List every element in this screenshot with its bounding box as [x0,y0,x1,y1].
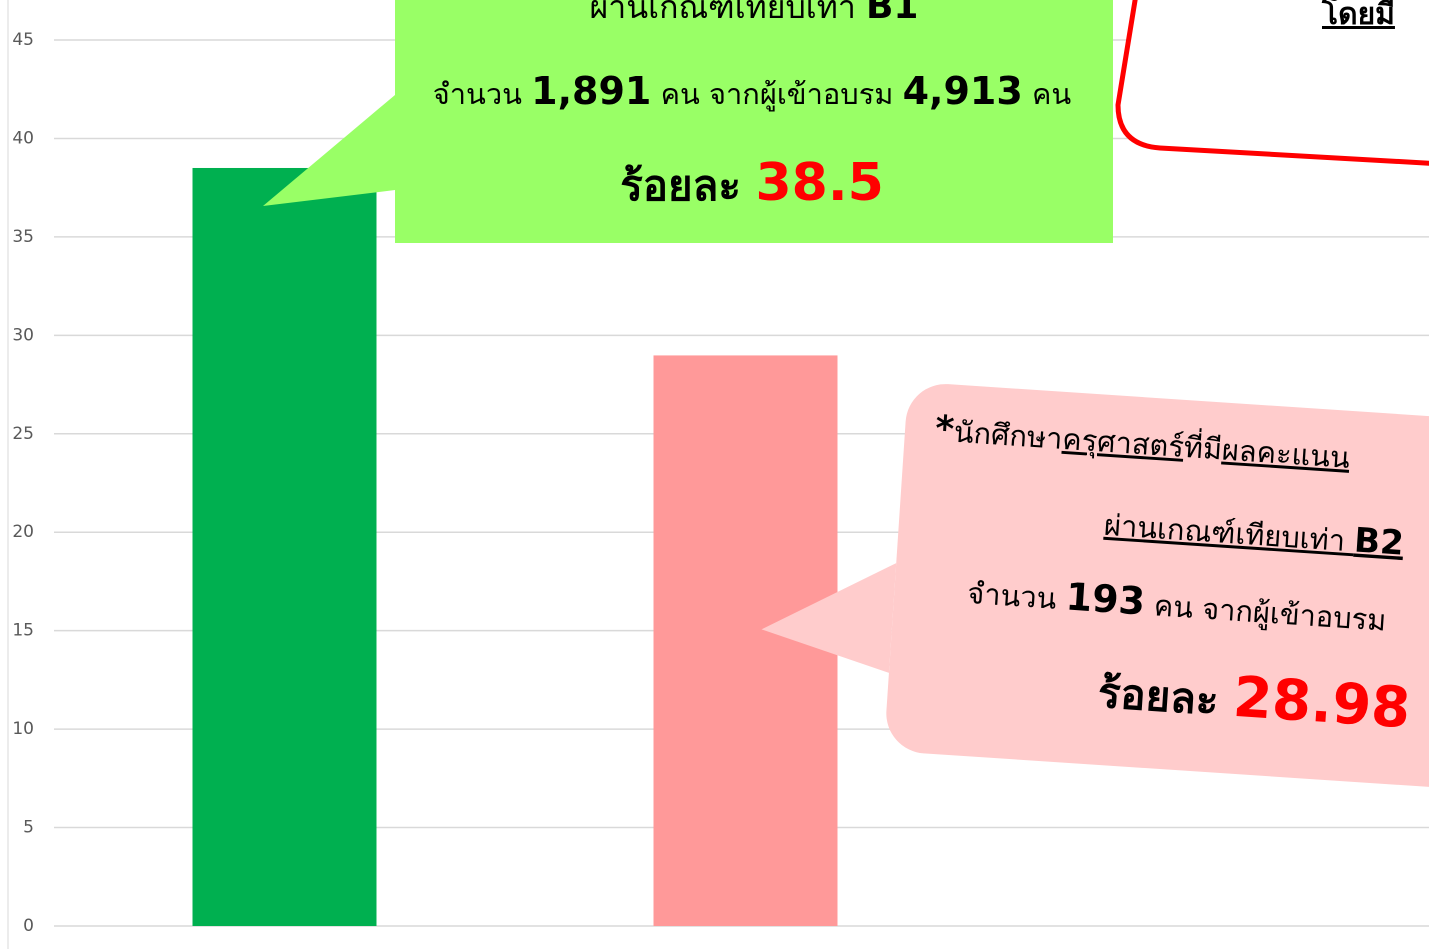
y-tick-label: 40 [12,128,34,148]
y-tick-label: 20 [12,522,34,542]
y-tick-label: 30 [12,325,34,345]
annotation-run: ร้อยละ [620,161,755,210]
annotation-run: ร้อยละ [1096,668,1234,726]
y-tick-label: 0 [23,916,34,936]
callout-pointer [263,95,395,206]
y-tick-label: 5 [23,818,34,838]
annotation-run: นักศึกษา [953,415,1064,456]
pink-callout: *นักศึกษาครุศาสตร์ที่มีผลคะแนน ผ่านเกณฑ์… [761,384,1429,788]
y-tick-label: 15 [12,621,34,641]
green-callout: ผ่านเกณฑ์เทียบเท่า B1 จำนวน 1,891 คน จาก… [263,0,1113,243]
data-label: 28.98 [1231,665,1412,742]
y-tick-label: 25 [12,424,34,444]
data-label: 38.5 [756,153,884,213]
annotation-run: ผ่านเกณฑ์เทียบเท่า [590,0,866,26]
annotation-run: ที่มี [1183,427,1224,466]
callout-box [395,0,1113,243]
annotation-run: คน จากผู้เข้าอบรม [651,77,902,112]
red-callout: โดยมี [1115,0,1429,166]
annotation-run: 1,891 [531,69,651,113]
annotation-run: โดยมี [1321,0,1395,32]
y-tick-label: 35 [12,227,34,247]
annotation-run: คน [1023,77,1072,111]
y-tick-label: 10 [12,719,34,739]
annotation-text: ผ่านเกณฑ์เทียบเท่า B1 [590,0,919,27]
annotation-run: * [934,408,956,450]
annotation-text: จำนวน 1,891 คน จากผู้เข้าอบรม 4,913 คน [433,69,1072,113]
annotation-text: โดยมี [1321,0,1395,32]
annotation-run: จำนวน [433,77,531,111]
callout-pointer [761,563,897,673]
annotation-text: ร้อยละ 38.5 [620,153,884,213]
annotation-run: B2 [1353,520,1405,563]
bar [192,167,377,926]
annotation-run: จำนวน [966,576,1066,616]
annotation-run: 193 [1064,574,1146,623]
annotation-run: 4,913 [903,69,1023,113]
annotation-run: ผลคะแนน [1221,433,1351,475]
red-box [1115,0,1429,166]
callout-box [886,384,1429,788]
annotation-run: B1 [866,0,919,27]
annotation-text: ร้อยละ 28.98 [1096,656,1412,742]
y-tick-label: 45 [12,30,34,50]
